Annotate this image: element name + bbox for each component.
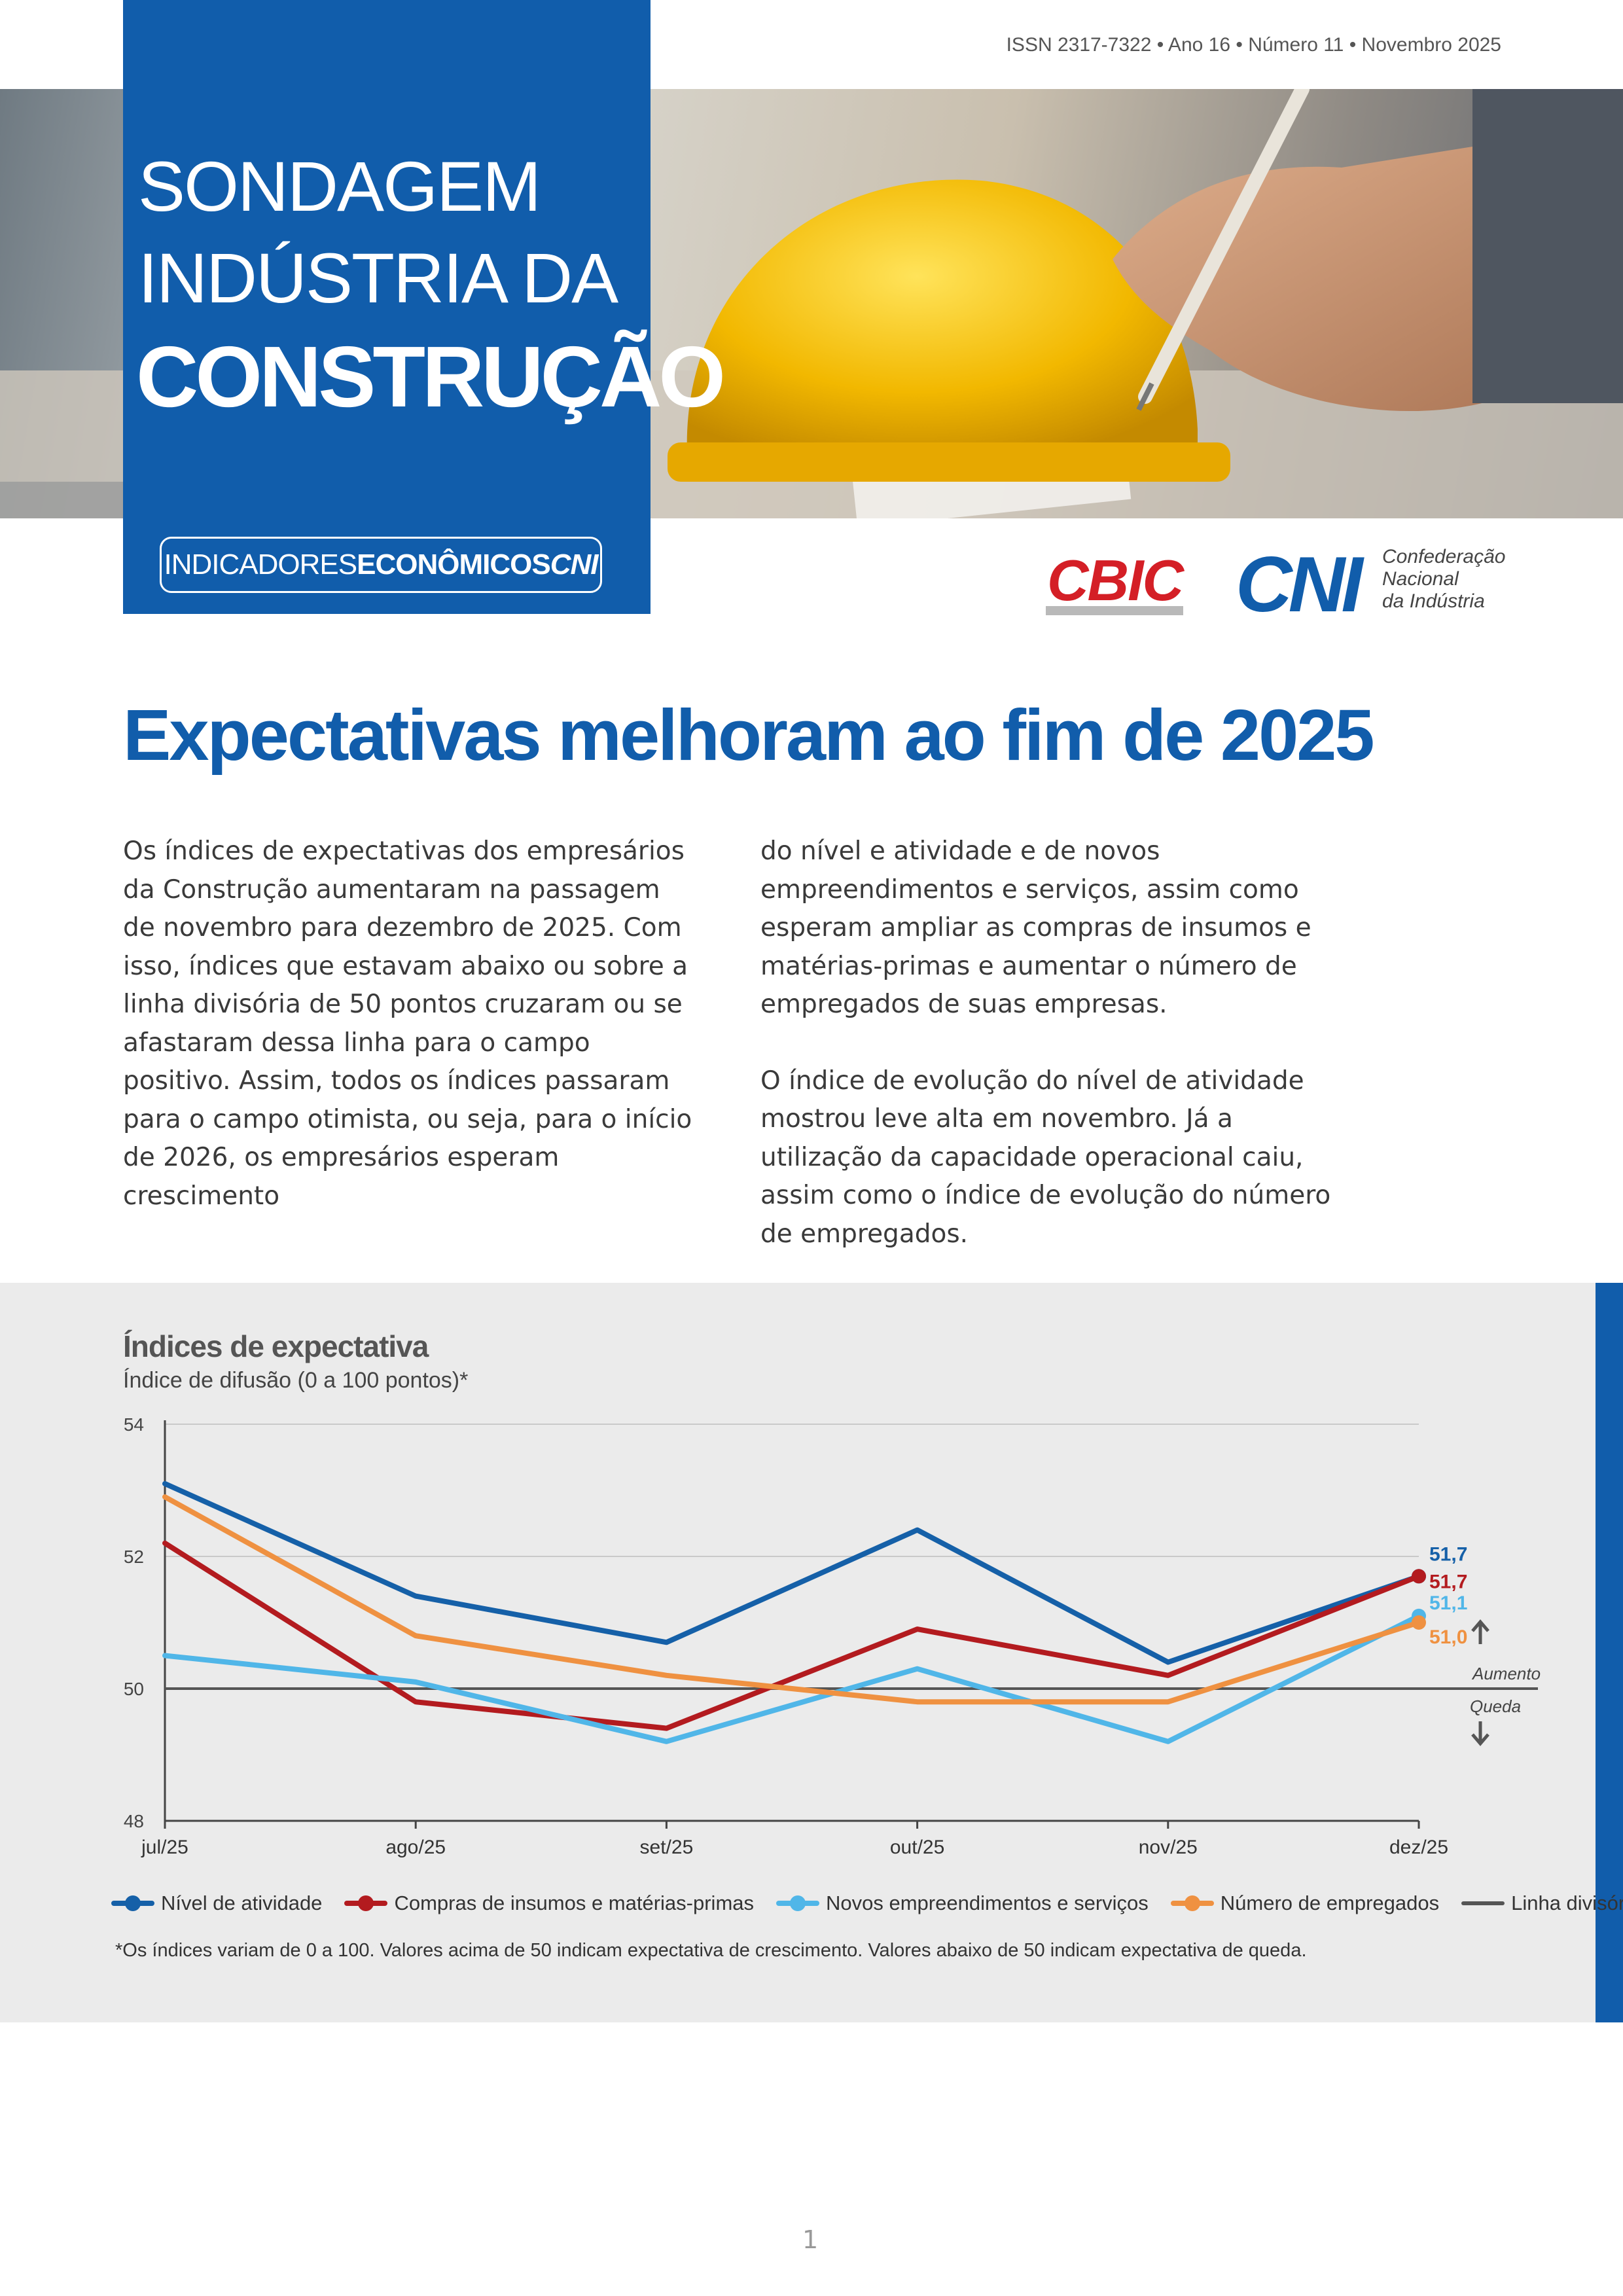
cni-logo-text: Confederação Nacional da Indústria [1382,546,1505,613]
y-tick-label: 54 [124,1414,144,1435]
series-brand: CNI [550,548,599,581]
legend-label: Número de empregados [1220,1892,1440,1914]
cni-line-2: Nacional [1382,568,1459,590]
legend-swatch [776,1895,820,1911]
legend-swatch [1170,1895,1214,1911]
paragraph-2: O índice de evolução do nível de ativida… [760,1066,1331,1249]
legend-item: Compras de insumos e matérias-primas [344,1892,754,1915]
paragraph-1-part-2: do nível e atividade e de novos empreend… [760,836,1311,1019]
legend-dot [125,1895,141,1911]
series-end-point [1412,1615,1426,1630]
series-end-label: 51,1 [1429,1592,1467,1614]
legend-label: Novos empreendimentos e serviços [826,1892,1149,1914]
down-arrow-icon [1471,1721,1489,1746]
x-tick-label: nov/25 [1139,1837,1198,1858]
up-arrow-icon [1471,1619,1489,1644]
text-column-right: do nível e atividade e de novos empreend… [760,833,1336,1253]
series-bold: ECONÔMICOS [357,548,551,581]
title-line-1: SONDAGEM [138,147,541,226]
y-tick-label: 50 [124,1679,144,1699]
legend-swatch [344,1895,388,1911]
series-line [162,1613,1421,1744]
legend-item: Novos empreendimentos e serviços [776,1892,1149,1915]
up-label: Aumento [1471,1664,1541,1683]
chart-legend: Nível de atividade Compras de insumos e m… [111,1892,1623,1915]
chart-accent-bar [1596,1283,1623,2022]
series-end-label: 51,7 [1429,1543,1467,1565]
legend-dot [790,1895,806,1911]
series-end-label: 51,0 [1429,1626,1467,1648]
legend-swatch [1461,1901,1505,1905]
cni-logo: CNI [1236,541,1363,628]
legend-item: Número de empregados [1170,1892,1440,1915]
legend-item: Linha divisória [1461,1892,1623,1915]
issn-line: ISSN 2317-7322 • Ano 16 • Número 11 • No… [1006,34,1501,56]
chart-subtitle: Índice de difusão (0 a 100 pontos)* [123,1368,469,1393]
x-tick-label: dez/25 [1389,1837,1448,1858]
down-label: Queda [1470,1696,1521,1716]
chart-footnote: *Os índices variam de 0 a 100. Valores a… [115,1940,1307,1961]
x-tick-label: ago/25 [385,1837,446,1858]
cbic-logo: CBIC [1047,548,1184,613]
x-tick-label: set/25 [640,1837,694,1858]
cni-line-3: da Indústria [1382,590,1485,612]
legend-dot [358,1895,374,1911]
legend-swatch [111,1895,154,1911]
title-panel: SONDAGEM INDÚSTRIA DA CONSTRUÇÃO INDICAD… [123,0,726,614]
legend-label: Nível de atividade [161,1892,323,1914]
y-tick-label: 52 [124,1547,144,1567]
series-line [162,1494,1421,1705]
title-line-3: CONSTRUÇÃO [136,329,726,425]
series-light: INDICADORES [164,548,358,581]
x-tick-label: out/25 [890,1837,944,1858]
series-end-point [1412,1569,1426,1584]
series-badge: INDICADORES ECONÔMICOS CNI [160,537,602,593]
legend-dot [1184,1895,1200,1911]
series-line [162,1480,1421,1665]
cover-photo [0,89,1623,518]
legend-item: Nível de atividade [111,1892,322,1915]
paragraph-1-part-1: Os índices de expectativas dos empresári… [123,836,692,1211]
series-line [162,1540,1421,1731]
series-end-label: 51,7 [1429,1571,1467,1592]
line-chart: 48 50 52 54 jul/25 ago/25 set/25 out/25 nov/25 de… [124,1414,1541,1858]
title-line-2: INDÚSTRIA DA [138,238,618,317]
legend-label: Compras de insumos e matérias-primas [394,1892,755,1914]
chart-title: Índices de expectativa [123,1329,429,1363]
legend-label: Linha divisória [1511,1892,1623,1914]
text-column-left: Os índices de expectativas dos empresári… [123,833,699,1215]
page-number: 1 [802,2225,819,2254]
x-tick-label: jul/25 [141,1837,188,1858]
headline: Expectativas melhoram ao fim de 2025 [123,695,1375,776]
cni-line-1: Confederação [1382,546,1506,567]
y-tick-label: 48 [124,1811,144,1831]
cbic-logo-bar [1046,606,1183,615]
